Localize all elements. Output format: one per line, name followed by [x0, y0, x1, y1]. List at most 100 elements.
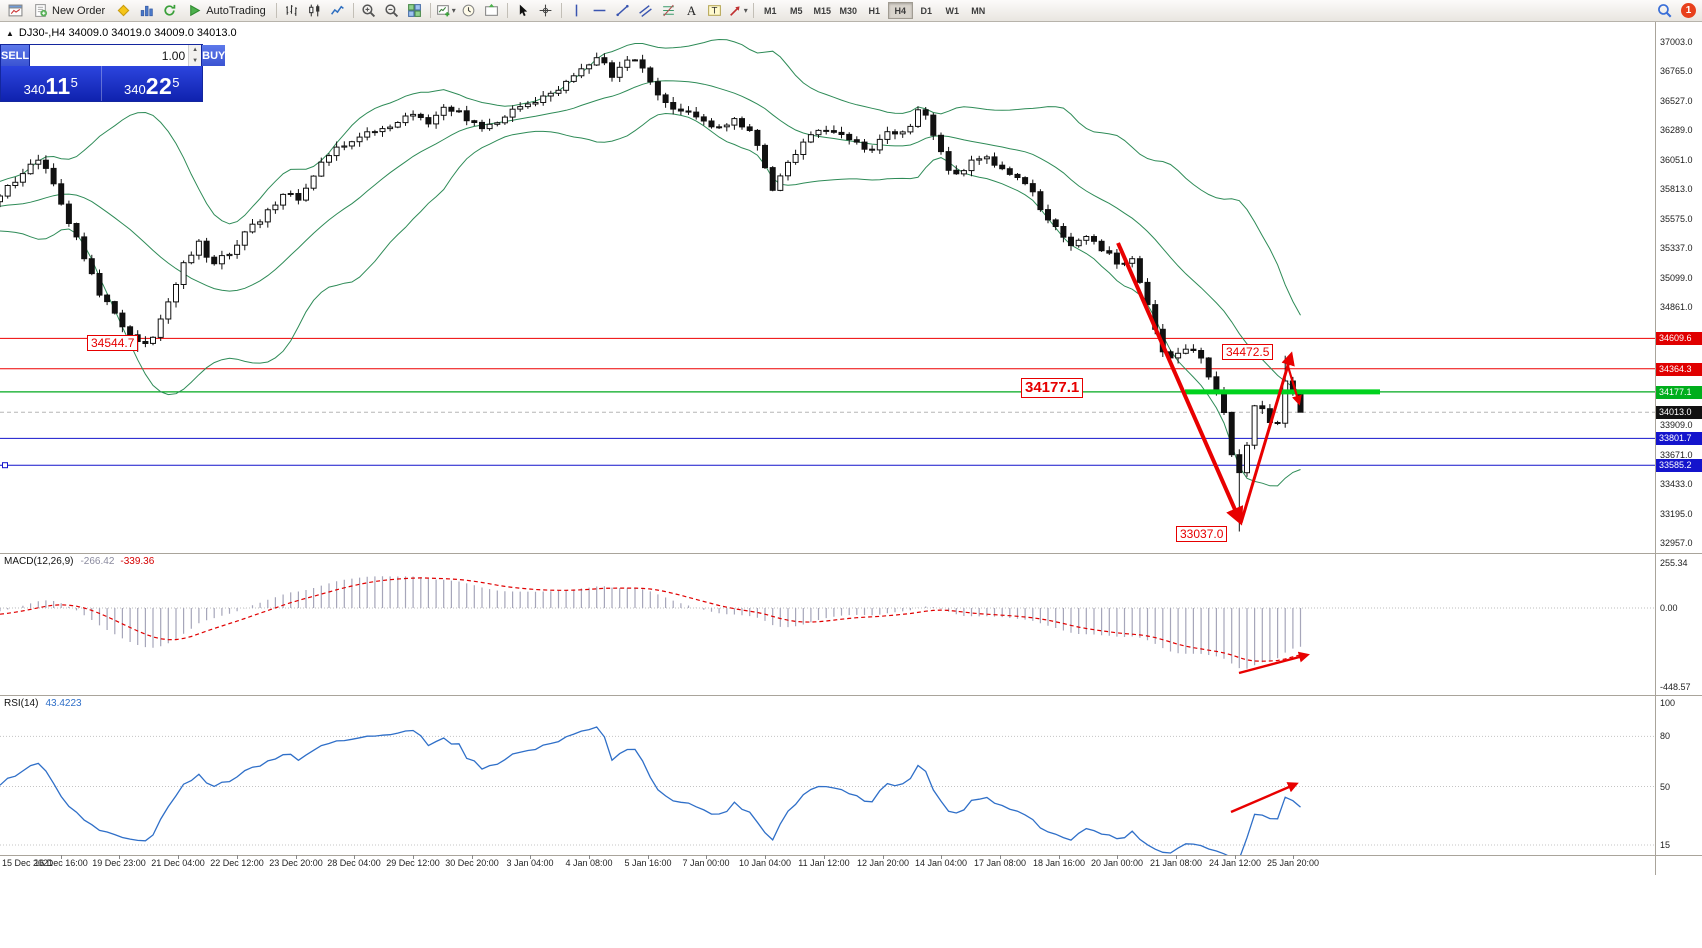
- timeframe-button-m1[interactable]: M1: [763, 5, 777, 16]
- chart-shift-icon[interactable]: [481, 1, 503, 20]
- rsi-axis-label: 15: [1660, 840, 1671, 850]
- timeframe-button-w1[interactable]: W1: [945, 5, 959, 16]
- cursor-icon[interactable]: [512, 1, 534, 20]
- toolbar-separator: [560, 3, 562, 18]
- chevron-down-icon: ▾: [451, 6, 456, 15]
- metaeditor-icon: [117, 4, 130, 17]
- clock-icon: [462, 4, 475, 17]
- buy-button[interactable]: BUY: [202, 45, 226, 66]
- tile-windows-icon: [408, 4, 422, 17]
- time-axis-tick: [61, 855, 62, 859]
- timeframe-button-h4[interactable]: H4: [887, 2, 913, 19]
- autotrading-icon: [190, 4, 201, 17]
- timeframe-button-m30[interactable]: M30: [839, 5, 857, 16]
- price-axis-label: 36051.0: [1660, 155, 1693, 165]
- price-pane[interactable]: [0, 22, 1655, 553]
- time-axis-tick: [765, 855, 766, 859]
- chart-window-icon[interactable]: [4, 1, 26, 20]
- refresh-icon[interactable]: [158, 1, 180, 20]
- sell-price-prefix: 340: [23, 81, 46, 97]
- cursor-icon: [520, 4, 528, 17]
- time-axis-tick: [883, 855, 884, 859]
- price-axis-label: 34861.0: [1660, 302, 1693, 312]
- chart-area[interactable]: ▲ DJ30-,H4 34009.0 34019.0 34009.0 34013…: [0, 22, 1702, 948]
- text-label-icon[interactable]: T: [704, 1, 726, 20]
- macd-signal-line: [0, 577, 1301, 662]
- horizontal-line-icon[interactable]: [589, 1, 611, 20]
- arrows-icon[interactable]: ▾: [727, 1, 749, 20]
- volume-up-icon[interactable]: ▲: [189, 45, 202, 56]
- market-watch-icon[interactable]: [135, 1, 157, 20]
- time-axis-label: 16 Dec 16:00: [34, 858, 88, 868]
- price-axis-tag: 34013.0: [1656, 406, 1702, 419]
- line-chart-icon[interactable]: [327, 1, 349, 20]
- zoom-in-icon[interactable]: [358, 1, 380, 20]
- tile-windows-icon[interactable]: [404, 1, 426, 20]
- crosshair-icon[interactable]: [535, 1, 557, 20]
- volume-input[interactable]: [30, 45, 189, 66]
- sell-button[interactable]: SELL: [1, 45, 30, 66]
- time-axis-label: 5 Jan 16:00: [624, 858, 672, 868]
- time-axis-tick: [941, 855, 942, 859]
- time-axis-label: 20 Jan 00:00: [1090, 858, 1144, 868]
- bar-chart-icon[interactable]: [281, 1, 303, 20]
- pane-separator[interactable]: [0, 695, 1702, 696]
- buy-price[interactable]: 340 22 5: [102, 66, 203, 101]
- svg-text:A: A: [687, 4, 697, 18]
- search-icon-button[interactable]: [1653, 1, 1675, 20]
- toolbar-separator: [752, 3, 754, 18]
- new-chart-icon: [436, 5, 450, 17]
- rsi-pane[interactable]: [0, 695, 1655, 855]
- rsi-axis-label: 100: [1660, 698, 1676, 708]
- timeframe-button-d1[interactable]: D1: [920, 5, 932, 16]
- pane-separator[interactable]: [0, 553, 1702, 554]
- time-axis-tick: [530, 855, 531, 859]
- market-watch-icon: [140, 5, 153, 17]
- ohlc-header: ▲ DJ30-,H4 34009.0 34019.0 34009.0 34013…: [6, 27, 237, 39]
- bollinger-bands: [0, 38, 1301, 487]
- timeframe-button-m5[interactable]: M5: [789, 5, 803, 16]
- vertical-line-icon[interactable]: [566, 1, 588, 20]
- macd-pane[interactable]: [0, 553, 1655, 695]
- trend-arrow: [1239, 351, 1295, 524]
- zoom-out-icon[interactable]: [381, 1, 403, 20]
- text-icon[interactable]: A: [681, 1, 703, 20]
- panel-toggle-icon[interactable]: ▲: [6, 28, 14, 38]
- price-axis-label: 36765.0: [1660, 66, 1693, 76]
- trendline-icon[interactable]: [612, 1, 634, 20]
- toolbar-separator: [352, 3, 354, 18]
- autotrading-button[interactable]: AutoTrading: [181, 1, 272, 20]
- search-icon: [1657, 4, 1671, 18]
- notification-badge[interactable]: 1: [1681, 3, 1696, 18]
- new-order-button[interactable]: New Order: [27, 1, 111, 20]
- sell-price[interactable]: 340 11 5: [1, 66, 102, 101]
- metaeditor-icon[interactable]: [112, 1, 134, 20]
- price-axis-border: [1655, 22, 1656, 875]
- volume-down-icon[interactable]: ▼: [189, 55, 202, 66]
- clock-icon[interactable]: [458, 1, 480, 20]
- timeframe-button-m15[interactable]: M15: [813, 5, 831, 16]
- price-axis-label: 35575.0: [1660, 214, 1693, 224]
- time-axis-tick: [1059, 855, 1060, 859]
- timeframe-button-h1[interactable]: H1: [868, 5, 880, 16]
- line-chart-icon: [331, 5, 345, 15]
- macd-histogram: [0, 576, 1302, 669]
- macd-axis-label: 0.00: [1660, 603, 1678, 613]
- macd-axis-label: -448.57: [1660, 682, 1691, 692]
- price-axis-label: 37003.0: [1660, 37, 1693, 47]
- timeframe-button-mn[interactable]: MN: [971, 5, 986, 16]
- price-axis-label: 33909.0: [1660, 420, 1693, 430]
- price-annotation: 34544.7: [87, 335, 139, 352]
- time-axis-tick: [824, 855, 825, 859]
- fibonacci-icon[interactable]: [658, 1, 680, 20]
- crosshair-icon: [539, 4, 552, 17]
- channel-icon[interactable]: [635, 1, 657, 20]
- object-anchor[interactable]: [2, 462, 8, 469]
- price-axis-label: 33433.0: [1660, 479, 1693, 489]
- candles: [0, 52, 1304, 532]
- candlestick-chart-icon[interactable]: [304, 1, 326, 20]
- time-axis-label: 21 Dec 04:00: [151, 858, 205, 868]
- new-chart-icon[interactable]: ▾: [435, 1, 457, 20]
